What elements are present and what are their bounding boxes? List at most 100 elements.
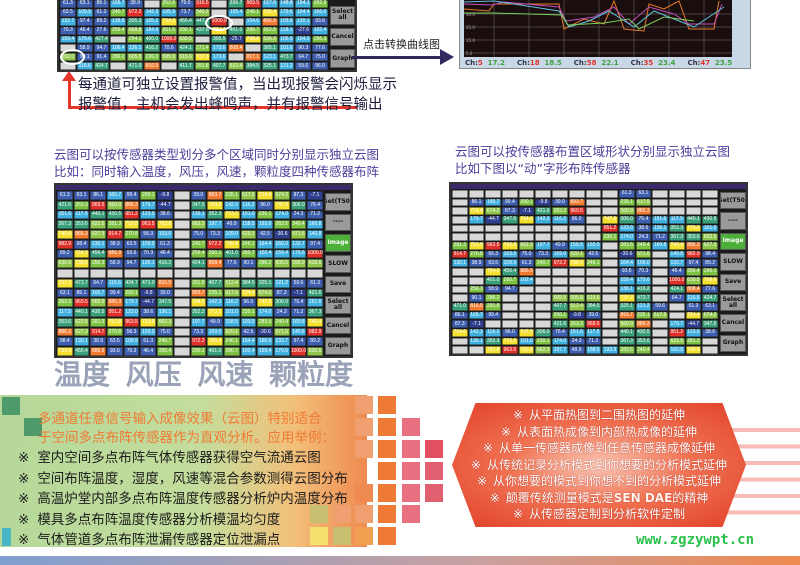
sensor-cell[interactable]: 179.6: [635, 276, 652, 285]
sensor-cell[interactable]: 972.2: [190, 337, 207, 347]
sensor-cell[interactable]: 808.4: [228, 44, 244, 53]
sensor-cell[interactable]: [585, 285, 602, 294]
sensor-cell[interactable]: 424.1: [668, 285, 685, 294]
sensor-cell[interactable]: 407.7: [552, 302, 568, 311]
sensor-cell[interactable]: [585, 268, 602, 276]
sensor-cell[interactable]: 972.2: [127, 8, 144, 17]
sensor-cell[interactable]: 75.0: [518, 250, 535, 259]
sensor-cell[interactable]: 704.6: [518, 216, 535, 224]
sensor-cell[interactable]: [60, 44, 76, 53]
sensor-cell[interactable]: 38.6: [140, 308, 157, 317]
sensor-cell[interactable]: 795.4: [223, 239, 240, 249]
sensor-cell[interactable]: [290, 269, 307, 278]
sensor-cell[interactable]: 109.9: [502, 259, 518, 268]
sensor-cell[interactable]: 70.3: [123, 347, 140, 356]
sensor-cell[interactable]: 71.2: [307, 210, 323, 220]
sensor-cell[interactable]: 157.0: [261, 0, 278, 8]
sensor-cell[interactable]: 59.6: [290, 278, 307, 288]
sensor-cell[interactable]: 280.7: [244, 26, 261, 35]
sensor-cell[interactable]: 421.6: [307, 288, 323, 298]
sensor-cell[interactable]: [502, 320, 518, 328]
sensor-cell[interactable]: 59.6: [295, 62, 312, 70]
sensor-cell[interactable]: 117.5: [668, 216, 685, 224]
sensor-cell[interactable]: 747.9: [257, 298, 273, 308]
sensor-cell[interactable]: 254.1: [127, 35, 144, 44]
sensor-cell[interactable]: [568, 233, 585, 242]
sensor-cell[interactable]: 24.3: [568, 337, 585, 346]
sensor-cell[interactable]: 662.3: [535, 346, 552, 354]
sensor-cell[interactable]: -30.6: [257, 327, 273, 337]
sensor-cell[interactable]: 193.9: [602, 346, 618, 354]
sensor-cell[interactable]: [685, 190, 702, 198]
slow-button[interactable]: SLOW: [325, 254, 351, 273]
sensor-cell[interactable]: 240.7: [110, 8, 127, 17]
sensor-cell[interactable]: [568, 224, 585, 233]
sensor-cell[interactable]: 704.6: [207, 200, 223, 210]
sensor-cell[interactable]: 447.1: [194, 17, 211, 26]
sensor-cell[interactable]: 456.4: [90, 249, 107, 259]
sensor-cell[interactable]: 179.6: [273, 347, 290, 356]
sensor-cell[interactable]: 411.7: [177, 62, 194, 70]
select-all-button[interactable]: Select all: [325, 296, 351, 314]
sensor-cell[interactable]: [468, 276, 485, 285]
sensor-cell[interactable]: [602, 302, 618, 311]
sensor-cell[interactable]: 424.1: [177, 44, 194, 53]
sensor-cell[interactable]: [73, 269, 90, 278]
sensor-cell[interactable]: 674.2: [702, 311, 718, 320]
sensor-cell[interactable]: [702, 190, 718, 198]
sensor-cell[interactable]: 230.1: [240, 308, 257, 317]
sensor-cell[interactable]: [60, 62, 76, 70]
sensor-cell[interactable]: [452, 268, 468, 276]
sensor-cell[interactable]: 325.1: [257, 278, 273, 288]
sensor-cell[interactable]: 437.6: [194, 26, 211, 35]
sensor-cell[interactable]: 471.0: [127, 62, 144, 70]
sensor-cell[interactable]: 159.4: [273, 249, 290, 259]
sensor-cell[interactable]: 61.3: [157, 239, 173, 249]
sensor-cell[interactable]: 230.1: [257, 210, 273, 220]
sensor-cell[interactable]: 116.6: [685, 294, 702, 302]
sensor-cell[interactable]: 116.6: [76, 62, 93, 70]
sensor-cell[interactable]: [173, 298, 190, 308]
sensor-cell[interactable]: 116.2: [240, 200, 257, 210]
sensor-cell[interactable]: [518, 311, 535, 320]
sensor-cell[interactable]: 306.0: [535, 328, 552, 337]
sensor-cell[interactable]: [452, 294, 468, 302]
sensor-cell[interactable]: [173, 317, 190, 327]
sensor-cell[interactable]: 401.0: [207, 347, 223, 356]
sensor-cell[interactable]: 89.2: [57, 249, 73, 259]
sensor-cell[interactable]: 752.8: [485, 346, 502, 354]
sensor-cell[interactable]: 151.6: [307, 298, 323, 308]
sensor-cell[interactable]: 77.6: [312, 44, 328, 53]
sensor-cell[interactable]: 142.3: [223, 200, 240, 210]
sensor-cell[interactable]: 263.3: [73, 200, 90, 210]
sensor-cell[interactable]: 353.6: [57, 317, 73, 327]
sensor-cell[interactable]: 63.5: [123, 239, 140, 249]
sensor-cell[interactable]: 353.6: [635, 337, 652, 346]
sensor-cell[interactable]: -30.6: [273, 230, 290, 239]
sensor-cell[interactable]: 951.2: [107, 308, 123, 317]
sensor-cell[interactable]: 136.1: [652, 224, 668, 233]
sensor-cell[interactable]: [273, 269, 290, 278]
cancel-button[interactable]: Cancel: [330, 27, 355, 47]
sensor-cell[interactable]: [173, 327, 190, 337]
sensor-cell[interactable]: [194, 35, 211, 44]
sensor-cell[interactable]: 747.9: [273, 200, 290, 210]
sensor-cell[interactable]: [535, 233, 552, 242]
sensor-cell[interactable]: 117.5: [57, 308, 73, 317]
sensor-cell[interactable]: [702, 198, 718, 207]
sensor-cell[interactable]: [652, 346, 668, 354]
sensor-cell[interactable]: 61.3: [518, 259, 535, 268]
sensor-cell[interactable]: 96.0: [568, 216, 585, 224]
sensor-cell[interactable]: [652, 320, 668, 328]
sensor-cell[interactable]: [223, 269, 240, 278]
sensor-cell[interactable]: 816.5: [144, 62, 160, 70]
sensor-cell[interactable]: 456.4: [502, 268, 518, 276]
sensor-cell[interactable]: 737.3: [194, 53, 211, 62]
sensor-cell[interactable]: 77.6: [223, 259, 240, 269]
sensor-cell[interactable]: 252.5: [160, 0, 177, 8]
sensor-cell[interactable]: 197.7: [535, 242, 552, 250]
sensor-cell[interactable]: 627.3: [90, 230, 107, 239]
sensor-cell[interactable]: [602, 190, 618, 198]
sensor-cell[interactable]: [518, 302, 535, 311]
sensor-cell[interactable]: 400.0: [144, 35, 160, 44]
